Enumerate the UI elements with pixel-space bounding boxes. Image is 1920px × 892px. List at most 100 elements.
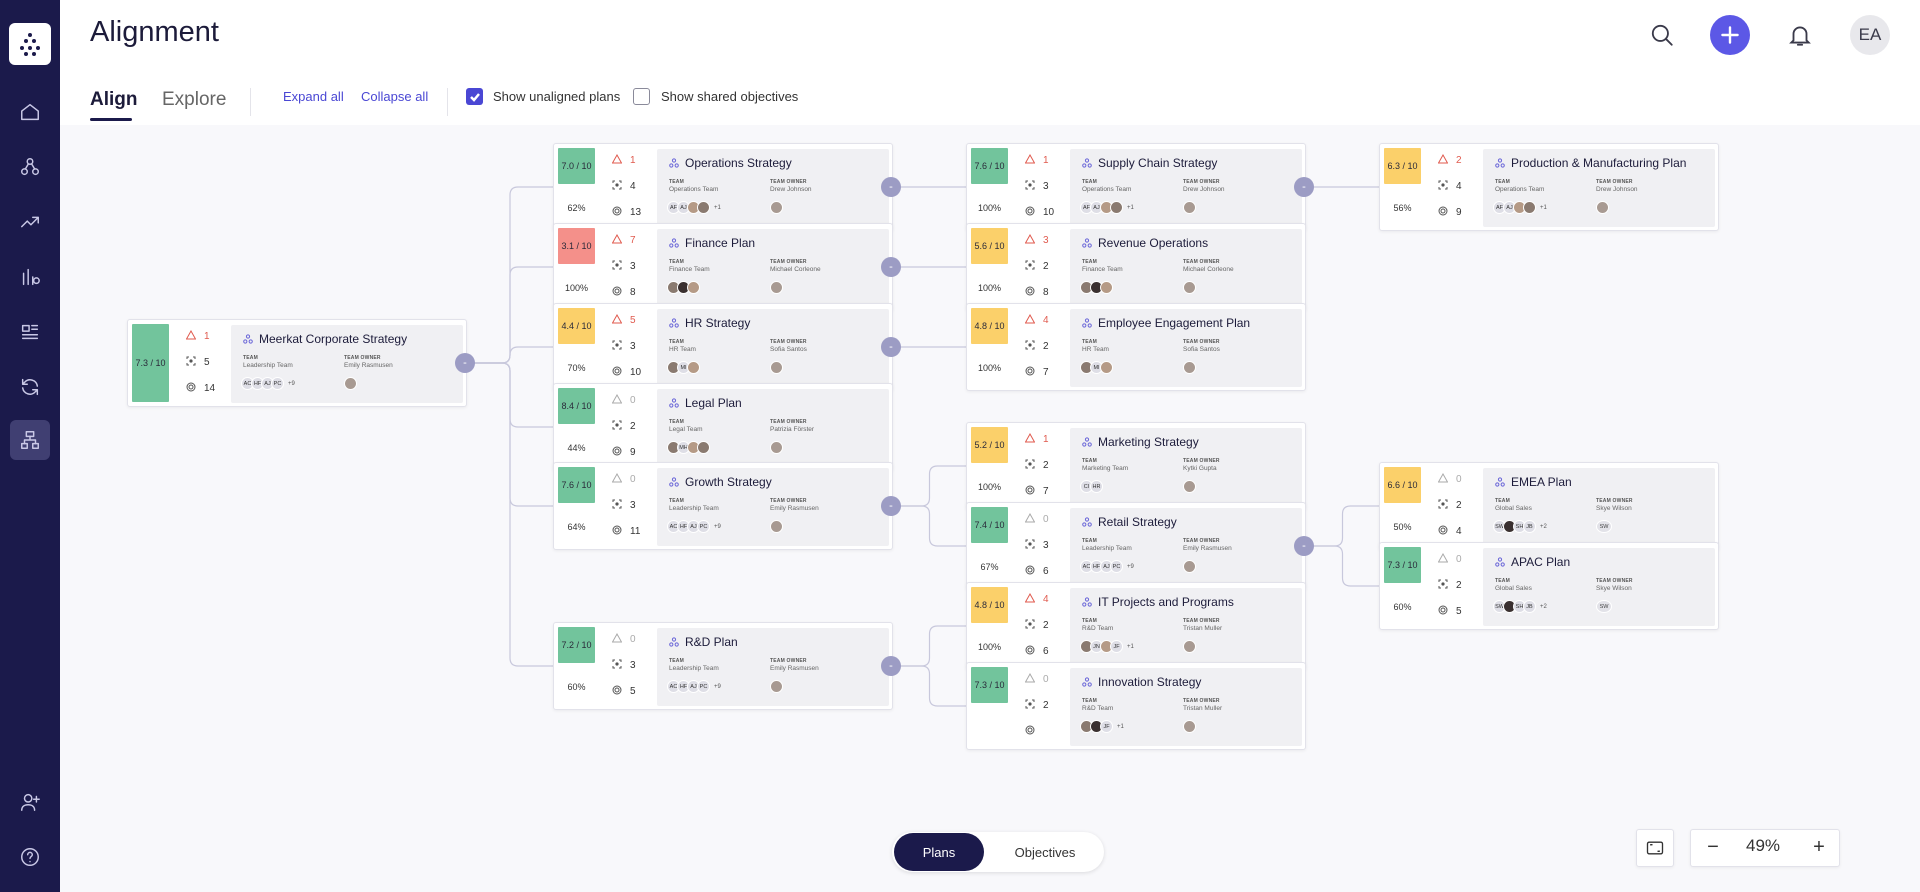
plan-details[interactable]: Growth Strategy TEAM Leadership Team TEA… [657, 468, 889, 546]
plan-name[interactable]: Finance Plan [669, 236, 755, 250]
nav-trends[interactable] [10, 202, 50, 242]
nav-home[interactable] [10, 92, 50, 132]
more-members: +9 [714, 523, 721, 530]
notifications-button[interactable] [1780, 15, 1820, 55]
plan-name[interactable]: Innovation Strategy [1082, 675, 1201, 689]
plan-details[interactable]: Finance Plan TEAM Finance Team TEAM OWNE… [657, 229, 889, 307]
plan-card-hr[interactable]: 4.4 / 10 70% 5 3 10 HR Strategy TEAM HR … [553, 303, 893, 391]
plans-toggle-button[interactable]: Plans [894, 833, 984, 871]
plan-details[interactable]: Meerkat Corporate Strategy TEAM Leadersh… [231, 325, 463, 403]
plan-name[interactable]: Legal Plan [669, 396, 742, 410]
objectives-count: 2 [612, 420, 636, 433]
collapse-branch-button[interactable]: - [1294, 177, 1314, 197]
plan-card-emea[interactable]: 6.6 / 10 50% 0 2 4 EMEA Plan TEAM Global… [1379, 462, 1719, 550]
collapse-branch-button[interactable]: - [881, 496, 901, 516]
plan-card-innov[interactable]: 7.3 / 10 0 2 Innovation Strategy TEAM R&… [966, 662, 1306, 750]
key-results-count: 9 [612, 446, 636, 459]
plan-name-text: APAC Plan [1511, 555, 1571, 569]
search-button[interactable] [1642, 15, 1682, 55]
plan-name[interactable]: Employee Engagement Plan [1082, 316, 1250, 330]
tab-align[interactable]: Align [90, 89, 138, 110]
plan-details[interactable]: Innovation Strategy TEAM R&D Team TEAM O… [1070, 668, 1302, 746]
plan-name[interactable]: Supply Chain Strategy [1082, 156, 1217, 170]
collapse-branch-button[interactable]: - [881, 656, 901, 676]
plan-details[interactable]: Operations Strategy TEAM Operations Team… [657, 149, 889, 227]
collapse-all-link[interactable]: Collapse all [361, 89, 429, 104]
plan-name[interactable]: Revenue Operations [1082, 236, 1208, 250]
member-avatar: JB [1523, 600, 1536, 613]
show-unaligned-checkbox[interactable] [466, 88, 483, 105]
health-score: 6.3 / 10 [1384, 148, 1421, 184]
plan-details[interactable]: EMEA Plan TEAM Global Sales TEAM OWNER S… [1483, 468, 1715, 546]
plan-name[interactable]: IT Projects and Programs [1082, 595, 1234, 609]
plan-card-rd[interactable]: 7.2 / 10 60% 0 3 5 R&D Plan TEAM Leaders… [553, 622, 893, 710]
alignment-canvas[interactable]: 7.3 / 10 1 5 14 Meerkat Corporate Strate… [60, 125, 1920, 892]
plan-details[interactable]: Revenue Operations TEAM Finance Team TEA… [1070, 229, 1302, 307]
expand-all-link[interactable]: Expand all [283, 89, 344, 104]
plan-details[interactable]: HR Strategy TEAM HR Team TEAM OWNER Sofi… [657, 309, 889, 387]
plan-details[interactable]: R&D Plan TEAM Leadership Team TEAM OWNER… [657, 628, 889, 706]
plan-details[interactable]: Production & Manufacturing Plan TEAM Ope… [1483, 149, 1715, 227]
nav-sync[interactable] [10, 367, 50, 407]
health-score: 7.3 / 10 [1384, 547, 1421, 583]
plan-card-prod[interactable]: 6.3 / 10 56% 2 4 9 Production & Manufact… [1379, 143, 1719, 231]
plan-card-growth[interactable]: 7.6 / 10 64% 0 3 11 Growth Strategy TEAM… [553, 462, 893, 550]
collapse-branch-button[interactable]: - [1294, 536, 1314, 556]
plan-card-root[interactable]: 7.3 / 10 1 5 14 Meerkat Corporate Strate… [127, 319, 467, 407]
plan-name[interactable]: Production & Manufacturing Plan [1495, 156, 1686, 170]
objectives-icon [612, 659, 622, 672]
plan-details[interactable]: Marketing Strategy TEAM Marketing Team T… [1070, 428, 1302, 506]
plan-details[interactable]: Retail Strategy TEAM Leadership Team TEA… [1070, 508, 1302, 586]
plan-name[interactable]: R&D Plan [669, 635, 738, 649]
tab-explore[interactable]: Explore [162, 89, 227, 110]
team-label: TEAM [669, 179, 684, 185]
plan-details[interactable]: Employee Engagement Plan TEAM HR Team TE… [1070, 309, 1302, 387]
plan-details[interactable]: Legal Plan TEAM Legal Team TEAM OWNER Pa… [657, 389, 889, 467]
plan-name[interactable]: Meerkat Corporate Strategy [243, 332, 407, 346]
show-shared-checkbox[interactable] [633, 88, 650, 105]
plan-details[interactable]: Supply Chain Strategy TEAM Operations Te… [1070, 149, 1302, 227]
nav-reports[interactable] [10, 257, 50, 297]
collapse-branch-button[interactable]: - [881, 337, 901, 357]
nav-add-user[interactable] [10, 782, 50, 822]
plan-card-it[interactable]: 4.8 / 10 100% 4 2 6 IT Projects and Prog… [966, 582, 1306, 670]
fit-to-screen-button[interactable] [1636, 829, 1674, 867]
plan-name[interactable]: Retail Strategy [1082, 515, 1177, 529]
plan-card-mkt[interactable]: 5.2 / 10 100% 1 2 7 Marketing Strategy T… [966, 422, 1306, 510]
plan-name[interactable]: HR Strategy [669, 316, 750, 330]
objectives-value: 3 [1043, 181, 1049, 192]
nav-alignment-map[interactable] [10, 147, 50, 187]
objectives-icon [1438, 499, 1448, 512]
collapse-branch-button[interactable]: - [881, 257, 901, 277]
app-logo[interactable] [9, 23, 51, 65]
nav-documents[interactable] [10, 312, 50, 352]
plan-card-ops[interactable]: 7.0 / 10 62% 1 4 13 Operations Strategy … [553, 143, 893, 231]
plan-name[interactable]: EMEA Plan [1495, 475, 1572, 489]
plan-details[interactable]: IT Projects and Programs TEAM R&D Team T… [1070, 588, 1302, 666]
health-score: 7.6 / 10 [558, 467, 595, 503]
plan-name[interactable]: Marketing Strategy [1082, 435, 1199, 449]
plan-card-emp[interactable]: 4.8 / 10 100% 4 2 7 Employee Engagement … [966, 303, 1306, 391]
nav-alignment[interactable] [10, 420, 50, 460]
plan-card-supply[interactable]: 7.6 / 10 100% 1 3 10 Supply Chain Strate… [966, 143, 1306, 231]
objectives-toggle-button[interactable]: Objectives [1014, 844, 1076, 860]
plan-details[interactable]: APAC Plan TEAM Global Sales TEAM OWNER S… [1483, 548, 1715, 626]
team-members: MI [1080, 361, 1113, 374]
plan-card-legal[interactable]: 8.4 / 10 44% 0 2 9 Legal Plan TEAM Legal… [553, 383, 893, 471]
collapse-branch-button[interactable]: - [455, 353, 475, 373]
plan-card-retail[interactable]: 7.4 / 10 67% 0 3 6 Retail Strategy TEAM … [966, 502, 1306, 590]
zoom-out-button[interactable]: − [1707, 836, 1719, 858]
nav-help[interactable] [10, 837, 50, 877]
user-avatar[interactable]: EA [1850, 15, 1890, 55]
plan-card-apac[interactable]: 7.3 / 10 60% 0 2 5 APAC Plan TEAM Global… [1379, 542, 1719, 630]
plan-name[interactable]: APAC Plan [1495, 555, 1570, 569]
plan-name[interactable]: Growth Strategy [669, 475, 772, 489]
plan-name[interactable]: Operations Strategy [669, 156, 792, 170]
plan-card-rev[interactable]: 5.6 / 10 100% 3 2 8 Revenue Operations T… [966, 223, 1306, 311]
collapse-branch-button[interactable]: - [881, 177, 901, 197]
zoom-in-button[interactable]: + [1813, 836, 1825, 858]
progress-percent: 100% [977, 203, 1002, 213]
create-button[interactable] [1710, 15, 1750, 55]
plan-card-fin[interactable]: 3.1 / 10 100% 7 3 8 Finance Plan TEAM Fi… [553, 223, 893, 311]
team-members: AF AJ +1 [1493, 201, 1547, 214]
